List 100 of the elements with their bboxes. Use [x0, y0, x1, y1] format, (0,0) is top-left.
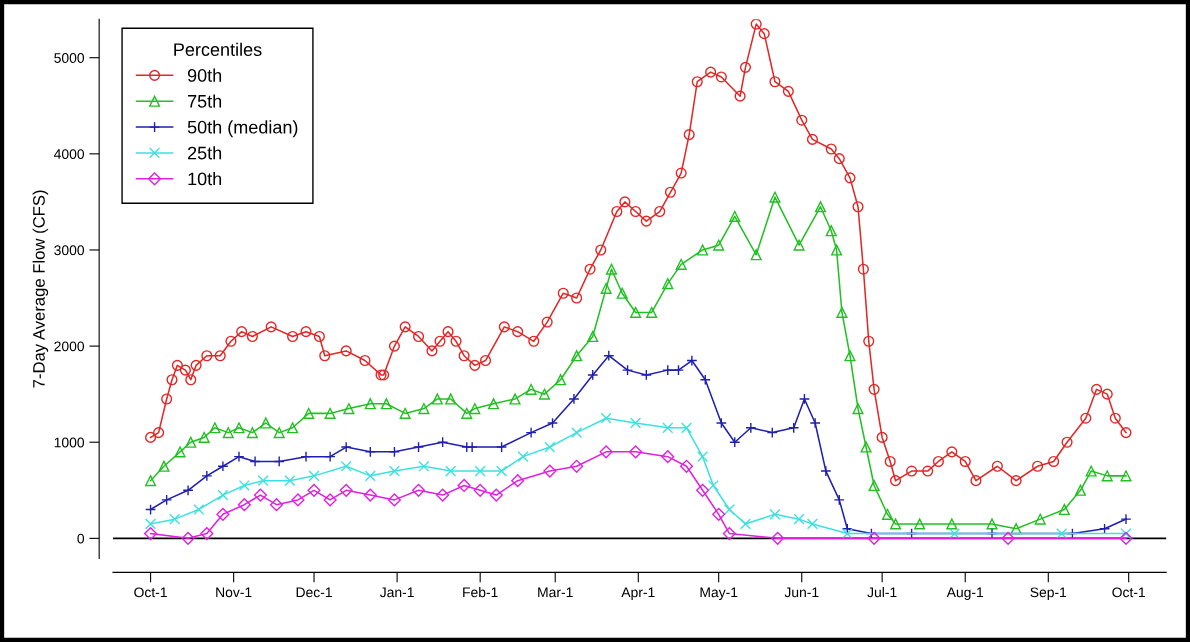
- point: [217, 489, 229, 501]
- point: [145, 503, 157, 516]
- point: [568, 393, 580, 405]
- point: [257, 475, 269, 487]
- point: [680, 422, 693, 434]
- point: [806, 518, 819, 530]
- point: [707, 479, 719, 492]
- point: [445, 465, 457, 477]
- point: [273, 455, 285, 468]
- point: [511, 474, 525, 488]
- point: [1120, 527, 1132, 540]
- legend-label: 90th: [187, 68, 222, 82]
- point: [269, 498, 284, 512]
- point: [161, 494, 173, 506]
- point: [253, 488, 268, 502]
- point: [672, 364, 685, 376]
- point: [363, 488, 377, 502]
- point: [1119, 531, 1133, 545]
- point: [867, 531, 881, 545]
- point: [324, 451, 336, 463]
- point: [622, 364, 634, 376]
- point: [323, 493, 337, 507]
- point: [771, 531, 785, 545]
- point: [697, 451, 709, 463]
- point: [679, 459, 694, 473]
- point: [793, 513, 805, 525]
- x-tick-label: Jan-1: [379, 587, 414, 598]
- point: [496, 465, 508, 477]
- legend-label: 25th: [187, 146, 222, 160]
- point: [201, 470, 213, 482]
- x-tick-label: Oct-1: [134, 587, 167, 598]
- point: [1001, 531, 1015, 545]
- point: [722, 526, 736, 541]
- point: [788, 422, 800, 434]
- point: [600, 412, 612, 424]
- point: [216, 507, 230, 521]
- x-tick-label: Nov-1: [216, 587, 252, 598]
- point: [809, 417, 821, 429]
- point: [544, 441, 556, 453]
- point: [699, 374, 711, 386]
- point: [340, 460, 352, 472]
- point: [630, 417, 642, 429]
- point: [629, 445, 643, 459]
- x-tick-label: Jun-1: [784, 587, 819, 598]
- point: [412, 441, 425, 453]
- point: [193, 503, 205, 516]
- legend-label: 75th: [188, 94, 222, 108]
- point: [570, 459, 584, 473]
- point: [546, 417, 559, 429]
- x-tick-label: Mar-1: [538, 587, 573, 598]
- point: [387, 493, 402, 507]
- y-axis-title: 7-Day Average Flow (CFS): [32, 190, 49, 388]
- point: [308, 470, 320, 482]
- point: [715, 417, 727, 429]
- point: [696, 483, 710, 497]
- point: [291, 493, 305, 507]
- point: [745, 422, 757, 434]
- point: [766, 427, 778, 439]
- y-tick-label: 5000: [54, 53, 85, 63]
- x-tick-label: Oct-1: [1112, 587, 1145, 598]
- point: [712, 507, 726, 521]
- point: [181, 531, 195, 545]
- point: [388, 465, 400, 477]
- point: [145, 518, 157, 530]
- point: [418, 460, 430, 472]
- point: [599, 445, 613, 459]
- point: [238, 479, 250, 492]
- point: [661, 450, 675, 464]
- y-tick-label: 1000: [54, 437, 85, 448]
- x-tick-label: Feb-1: [463, 587, 498, 598]
- x-tick-label: Jul-1: [867, 587, 897, 598]
- point: [496, 441, 508, 453]
- point: [640, 369, 652, 381]
- y-tick-label: 0: [77, 533, 85, 544]
- point: [603, 350, 615, 362]
- point: [143, 526, 158, 541]
- x-tick-label: Aug-1: [946, 587, 984, 600]
- point: [1120, 513, 1132, 525]
- y-tick-label: 4000: [54, 149, 85, 160]
- point: [339, 483, 353, 497]
- point: [662, 422, 674, 434]
- point: [437, 436, 449, 448]
- point: [307, 483, 321, 497]
- point: [436, 488, 450, 502]
- y-tick-label: 3000: [54, 245, 85, 256]
- point: [457, 478, 471, 493]
- point: [340, 441, 352, 453]
- point: [517, 451, 529, 463]
- x-tick-label: Apr-1: [621, 587, 655, 600]
- point: [169, 513, 181, 525]
- legend-label: 50th (median): [187, 120, 298, 138]
- point: [284, 475, 296, 487]
- point: [182, 484, 194, 496]
- point: [200, 526, 214, 541]
- point: [217, 460, 229, 472]
- point: [769, 508, 781, 520]
- point: [587, 369, 599, 381]
- legend-label: 10th: [188, 172, 222, 186]
- point: [411, 483, 426, 497]
- point: [833, 494, 845, 506]
